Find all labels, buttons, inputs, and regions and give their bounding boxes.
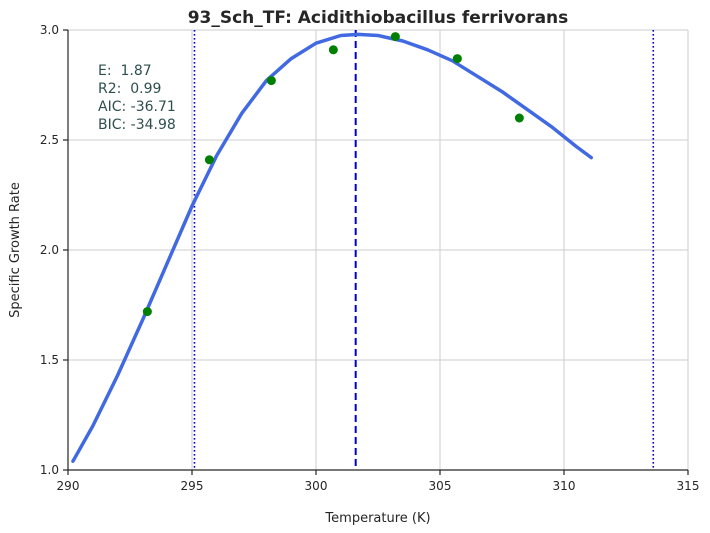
fit-stat-line: E: 1.87: [98, 63, 152, 79]
y-tick-label: 1.0: [40, 463, 59, 477]
y-tick-label: 1.5: [40, 353, 59, 367]
y-axis-label: Specific Growth Rate: [8, 182, 23, 318]
y-tick-label: 2.5: [40, 133, 59, 147]
data-point: [514, 113, 524, 123]
data-point: [266, 76, 276, 86]
x-axis-label: Temperature (K): [324, 511, 430, 526]
y-tick-label: 3.0: [40, 23, 59, 37]
data-points: [142, 32, 524, 317]
tick-labels: 290 295 300 305 310 315 1.0 1.5 2.0 2.5 3.0: [40, 23, 700, 493]
fit-stat-line: R2: 0.99: [98, 81, 161, 97]
data-point: [204, 155, 214, 165]
fit-statistics: E: 1.87 R2: 0.99 AIC: -36.71 BIC: -34.98: [98, 63, 176, 133]
x-tick-label: 315: [677, 479, 700, 493]
x-tick-label: 295: [181, 479, 204, 493]
reference-lines: [193, 30, 655, 470]
x-tick-label: 300: [305, 479, 328, 493]
fit-curve-layer: [71, 32, 594, 463]
y-tick-label: 2.0: [40, 243, 59, 257]
x-tick-label: 290: [57, 479, 80, 493]
data-point: [390, 32, 400, 42]
fit-curve: [71, 32, 594, 463]
x-tick-label: 310: [553, 479, 576, 493]
fit-stat-line: AIC: -36.71: [98, 99, 176, 115]
fit-stat-line: BIC: -34.98: [98, 117, 176, 133]
x-tick-label: 305: [429, 479, 452, 493]
data-point: [142, 307, 152, 317]
chart-title: 93_Sch_TF: Acidithiobacillus ferrivorans: [188, 8, 569, 28]
data-point: [328, 45, 338, 55]
data-point: [452, 54, 462, 64]
